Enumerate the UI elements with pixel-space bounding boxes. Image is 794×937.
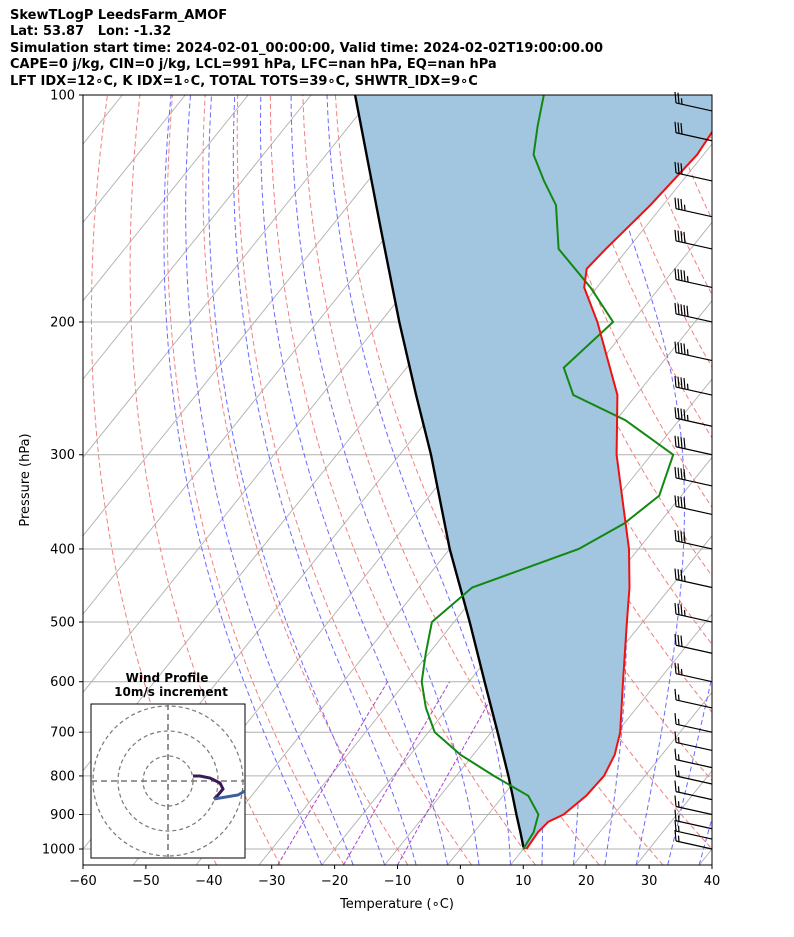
isotherm [83, 95, 312, 380]
moist-adiabat [232, 95, 417, 865]
wind-barb [674, 731, 713, 751]
y-tick-label: 900 [50, 808, 75, 823]
isotherm [635, 770, 712, 865]
wind-barb [674, 764, 713, 785]
indices-line-2: LFT IDX=12∘C, K IDX=1∘C, TOTAL TOTS=39∘C… [10, 73, 478, 89]
wind-barb [674, 688, 713, 709]
dry-adiabat [129, 95, 281, 865]
wind-barb [674, 375, 713, 396]
moist-adiabat [587, 95, 685, 865]
wind-barb [674, 121, 713, 142]
isotherm [83, 95, 249, 302]
dry-adiabat [202, 95, 409, 865]
wind-barb [674, 161, 713, 182]
moist-adiabat [208, 95, 386, 865]
dry-adiabat [660, 95, 712, 221]
hodograph-subtitle: 10m/s increment [114, 685, 228, 699]
dry-adiabat [269, 95, 536, 865]
dry-adiabat [334, 95, 664, 865]
parcel-profile-line [353, 95, 526, 850]
wind-barb [674, 662, 713, 683]
hodograph-trace [193, 774, 225, 801]
time-line: Simulation start time: 2024-02-01_00:00:… [10, 40, 603, 56]
moist-adiabat [326, 95, 511, 865]
dry-adiabat [236, 95, 473, 865]
y-tick-label: 200 [50, 315, 75, 330]
wind-barb [674, 229, 713, 250]
dry-adiabat [759, 95, 794, 865]
wind-barb [674, 634, 713, 654]
x-tick-label: 10 [515, 874, 532, 889]
isotherm [321, 378, 712, 865]
cin-shading [355, 95, 712, 849]
y-tick-label: 700 [50, 726, 75, 741]
mixing-ratio-line [397, 681, 502, 865]
isotherm [698, 848, 712, 865]
isotherm [762, 95, 794, 865]
dry-adiabat [166, 95, 345, 865]
moist-adiabat [163, 95, 323, 865]
y-tick-label: 500 [50, 616, 75, 631]
x-tick-label: −10 [384, 874, 411, 889]
moist-adiabat [185, 95, 354, 865]
wind-barb [674, 268, 713, 289]
wind-barb [674, 302, 713, 323]
x-axis-label: Temperature (∘C) [339, 897, 454, 912]
x-tick-label: −60 [69, 874, 96, 889]
wind-barb [674, 91, 713, 112]
x-tick-label: −50 [132, 874, 159, 889]
wind-barb [674, 809, 713, 830]
dry-adiabat [726, 95, 794, 865]
hodograph-trace-upper [213, 789, 246, 801]
x-tick-label: 40 [704, 874, 721, 889]
moist-adiabat [698, 816, 712, 865]
y-axis-label: Pressure (hPa) [18, 433, 33, 526]
wind-barb [674, 466, 713, 487]
wind-barb [674, 529, 713, 550]
wind-barb [674, 819, 713, 840]
x-tick-label: −30 [258, 874, 285, 889]
moist-adiabat [290, 95, 480, 865]
x-tick-label: 20 [578, 874, 595, 889]
y-tick-label: 1000 [42, 843, 75, 858]
y-tick-label: 800 [50, 769, 75, 784]
wind-barb [674, 197, 713, 218]
wind-barb [674, 795, 713, 816]
wind-barb [674, 341, 713, 362]
x-tick-label: −40 [195, 874, 222, 889]
wind-barb [674, 780, 713, 801]
isotherm [573, 691, 712, 865]
dry-adiabat [628, 95, 712, 296]
x-tick-label: −20 [321, 874, 348, 889]
indices-line-1: CAPE=0 j/kg, CIN=0 j/kg, LCL=991 hPa, LF… [10, 57, 497, 73]
dry-adiabat [530, 95, 712, 509]
wind-barb [674, 713, 713, 733]
location-line: Lat: 53.87 Lon: -1.32 [10, 24, 172, 40]
hodograph-title: Wind Profile [126, 671, 209, 685]
isotherm [83, 95, 375, 459]
wind-barb [674, 568, 713, 589]
temperature-line [525, 130, 712, 850]
y-tick-label: 100 [50, 89, 75, 104]
chart-title: SkewTLogP LeedsFarm_AMOF [10, 8, 228, 23]
wind-barb [674, 435, 713, 456]
isotherm [83, 95, 438, 537]
moist-adiabat [667, 95, 712, 865]
wind-barb [674, 495, 713, 516]
y-tick-label: 400 [50, 542, 75, 557]
dewpoint-line [420, 95, 675, 850]
wind-barb [674, 407, 713, 427]
wind-barb [674, 829, 713, 850]
wind-barb [674, 748, 713, 769]
y-tick-label: 600 [50, 675, 75, 690]
y-tick-label: 300 [50, 448, 75, 463]
moist-adiabat [259, 95, 449, 865]
x-tick-label: 0 [456, 874, 464, 889]
x-tick-label: 30 [641, 874, 658, 889]
mixing-ratio-line [277, 681, 389, 865]
mixing-ratio-line [343, 681, 451, 865]
chart-header: SkewTLogP LeedsFarm_AMOF Lat: 53.87 Lon:… [10, 8, 603, 90]
wind-barb [674, 602, 713, 623]
